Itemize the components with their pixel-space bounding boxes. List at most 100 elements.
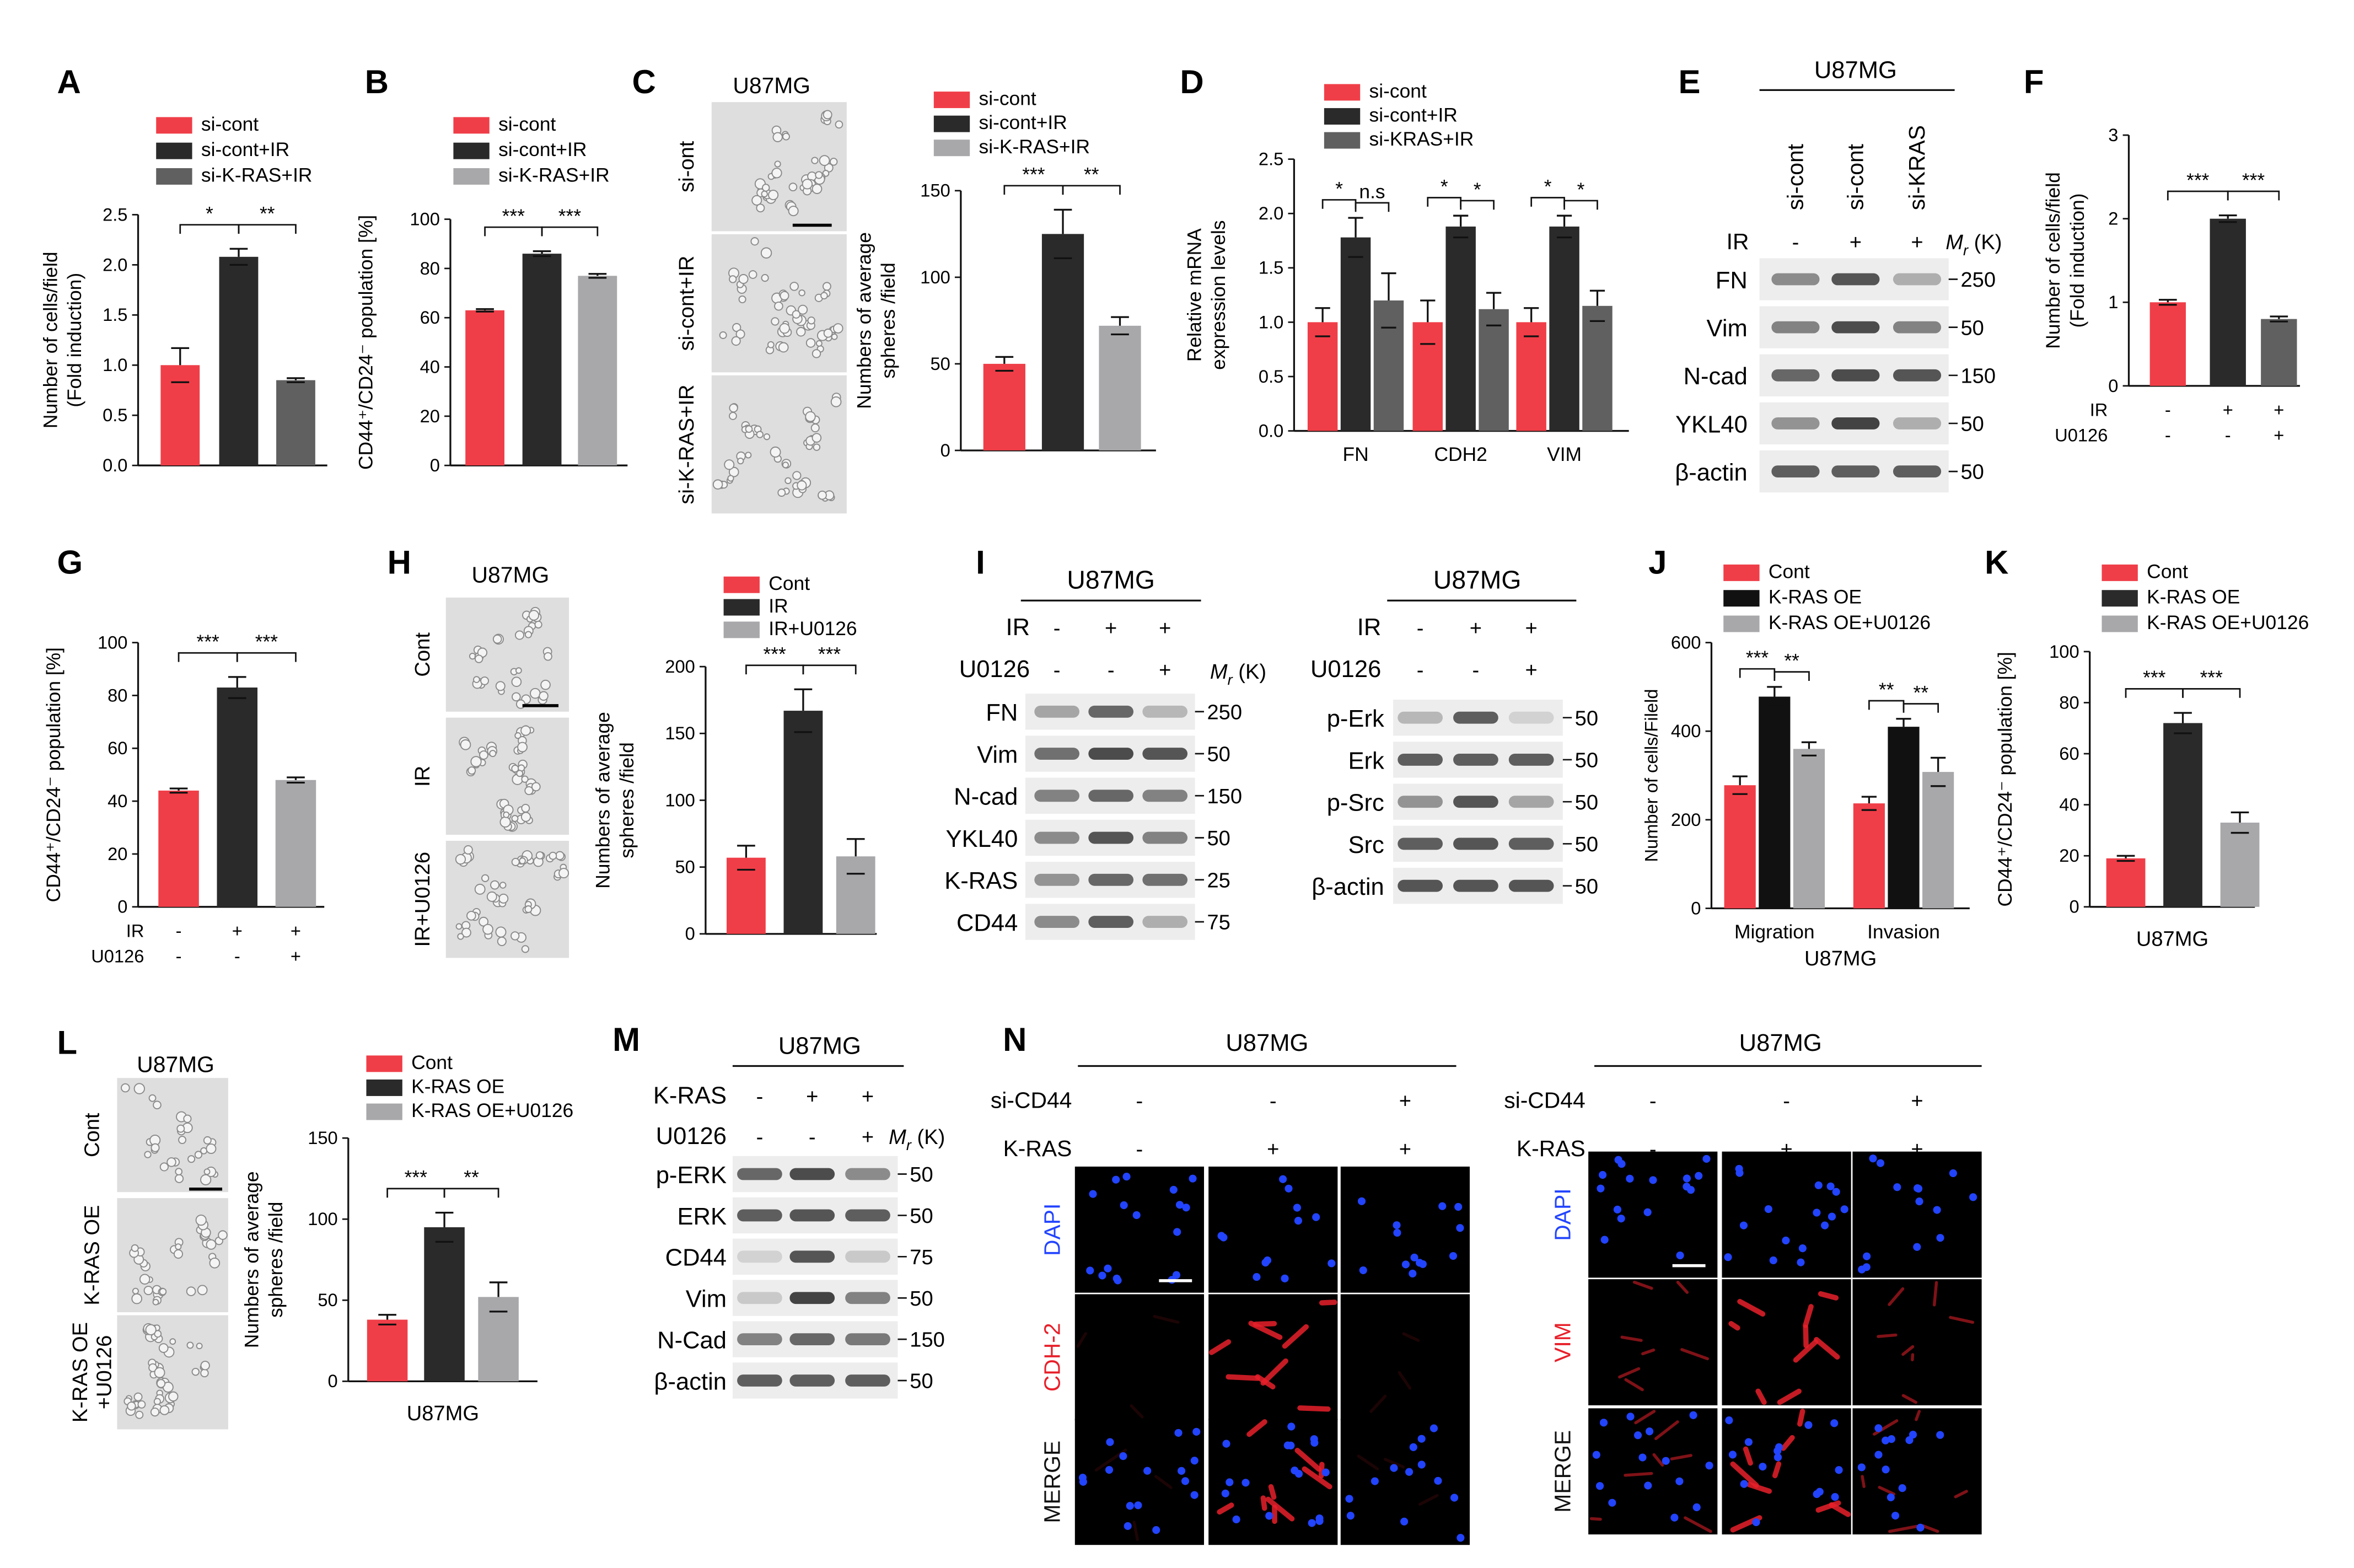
sphere-cell [492,634,502,644]
condition-value: - [756,1125,764,1149]
blot-band [737,1209,782,1222]
significance-bracket [2167,190,2229,201]
nucleus [1086,1266,1094,1275]
sphere-cell [521,775,529,783]
sphere-cell [186,1341,194,1349]
panel-A: A si-cont si-cont+IR si-K-RAS+IR 0.0 0.5 1.0… [39,63,327,475]
panel-letter-L: L [57,1024,77,1061]
panel-letter-A: A [57,63,80,100]
red-signal [1814,1336,1840,1360]
sphere-cell [521,804,530,813]
nucleus [1119,1452,1127,1460]
blot-band [1508,754,1554,766]
sphere-cell [823,110,832,120]
nucleus [1863,1252,1871,1260]
sphere-cell [517,742,528,753]
y-axis-label: Relative mRNA [1184,228,1206,362]
red-signal [1654,1420,1679,1441]
condition-value: - [176,920,182,941]
sphere-cell [121,1083,130,1093]
red-signal [1260,1495,1267,1511]
legend-label: si-cont+IR [498,138,587,160]
blot-band [1088,705,1134,718]
condition-value: - [1472,658,1480,682]
sphere-cell [737,458,744,465]
sphere-cell [135,1410,144,1419]
sphere-cell [771,168,782,179]
bar [783,711,823,934]
chart: 0 20 40 60 80 100 CD44⁺/CD24⁻ population [%] **… [42,631,325,966]
cell-line-label: U87MG [1067,565,1154,594]
sphere-cell [463,845,473,855]
condition-value: + [1159,616,1171,640]
marker-label: 50 [910,1163,933,1186]
condition-value: + [1470,616,1482,640]
sphere-cell [772,132,783,142]
blot-band [1453,796,1498,808]
nucleus [1835,1466,1843,1474]
y-tick-label: 1 [2108,292,2118,312]
blot-band [1771,369,1820,382]
blot-row-label: p-Erk [1327,706,1384,732]
red-signal [1383,1458,1405,1469]
blot-band [845,1168,890,1180]
sphere-cell [510,931,520,941]
sphere-cell [131,1244,139,1252]
sphere-cell [137,1400,146,1409]
y-tick-label: 1.0 [103,355,127,375]
significance-label: ** [464,1167,479,1189]
y-tick-label: 1.0 [1259,312,1283,332]
condition-value: + [1525,658,1538,682]
bar [424,1227,465,1382]
red-signal [1676,1280,1689,1294]
red-signal [1652,1453,1664,1467]
panel-letter-H: H [388,544,411,581]
y-tick-label: 0 [940,440,950,460]
red-signal [1226,1374,1260,1381]
image-row-label: Cont [411,632,434,677]
y-tick-label: 100 [920,267,950,287]
nucleus [1617,1215,1625,1223]
sphere-cell [549,851,557,860]
legend-label: K-RAS OE [1769,586,1862,608]
panel-letter-B: B [365,63,389,100]
red-signal [1915,1410,1921,1421]
blot-band [1088,873,1134,886]
y-tick-label: 100 [98,632,128,652]
sphere-cell [519,857,526,864]
condition-value: + [806,1085,818,1109]
nucleus [1371,1477,1379,1485]
legend-swatch [2102,590,2138,607]
nucleus [1457,1534,1465,1542]
significance-label: *** [558,205,582,227]
legend-label: Cont [411,1051,453,1073]
sphere-cell [530,688,541,699]
red-signal [1818,1291,1839,1301]
image-row-label: si-cont+IR [675,256,698,351]
significance-bracket [178,652,238,662]
nucleus [1613,1205,1622,1213]
bar [2220,823,2260,907]
bar [2106,858,2146,907]
blot-band [737,1250,782,1263]
blot-row-label: p-ERK [656,1162,727,1189]
nucleus [1705,1462,1713,1470]
nucleus [1595,1482,1604,1490]
nucleus [1599,1170,1607,1179]
marker-label: 50 [910,1204,933,1228]
nucleus [1832,1188,1840,1196]
nucleus [1310,1435,1318,1443]
x-axis-label: U87MG [407,1401,479,1425]
sphere-cell [495,926,507,938]
significance-bracket [443,1188,499,1198]
significance-bracket [745,664,804,675]
sphere-cell [807,316,815,325]
blot-band [737,1333,782,1345]
nucleus [1400,1517,1409,1526]
nucleus [1676,1251,1684,1260]
red-signal [1949,1315,1975,1324]
condition-value: + [291,920,301,941]
nucleus [1417,1435,1426,1443]
